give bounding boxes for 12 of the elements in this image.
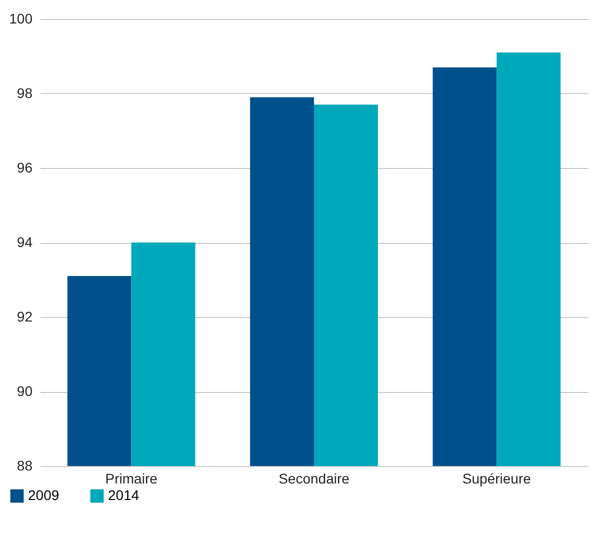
y-tick-label: 98: [16, 85, 33, 101]
y-tick-label: 100: [9, 10, 33, 26]
legend-label: 2014: [108, 487, 140, 503]
y-tick-label: 90: [16, 383, 33, 399]
x-tick-label: Secondaire: [278, 470, 350, 486]
x-tick-label: Primaire: [105, 470, 158, 486]
y-tick-label: 94: [16, 234, 33, 250]
legend-label: 2009: [28, 487, 60, 503]
y-tick-label: 92: [16, 308, 33, 324]
x-tick-label: Supérieure: [462, 470, 532, 486]
y-tick-label: 96: [16, 160, 33, 176]
y-tick-label: 88: [16, 458, 33, 474]
